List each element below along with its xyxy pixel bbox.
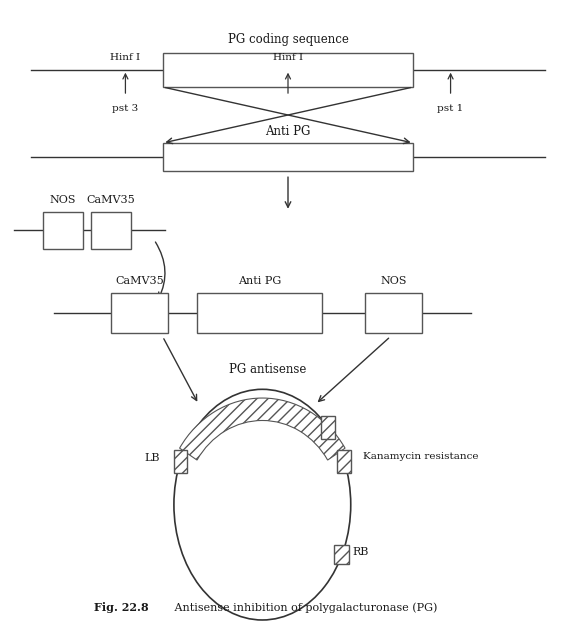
Text: Antisense inhibition of polygalacturonase (PG): Antisense inhibition of polygalacturonas…	[171, 602, 437, 613]
Bar	[111, 292, 168, 333]
Text: Hinf I: Hinf I	[273, 53, 303, 62]
Text: Anti PG: Anti PG	[266, 125, 310, 138]
Text: CaMV35: CaMV35	[115, 276, 164, 286]
Bar	[91, 211, 131, 249]
Text: LB: LB	[145, 454, 160, 464]
Text: CaMV35: CaMV35	[87, 196, 135, 206]
Text: pst 1: pst 1	[437, 104, 464, 113]
Bar	[335, 545, 349, 564]
Bar	[338, 450, 351, 473]
Text: Fig. 22.8: Fig. 22.8	[94, 601, 149, 613]
Text: PG antisense: PG antisense	[229, 362, 307, 376]
Text: Anti PG: Anti PG	[238, 276, 281, 286]
Text: RB: RB	[353, 547, 369, 557]
Bar	[365, 292, 422, 333]
Text: PG coding sequence: PG coding sequence	[228, 33, 348, 47]
Bar	[162, 53, 414, 87]
Wedge shape	[180, 398, 345, 460]
Bar	[43, 211, 82, 249]
Bar	[173, 450, 187, 473]
Text: pst 3: pst 3	[112, 104, 139, 113]
Text: Kanamycin resistance: Kanamycin resistance	[363, 452, 479, 460]
Text: Hinf I: Hinf I	[111, 53, 141, 62]
Bar	[162, 143, 414, 171]
Text: NOS: NOS	[380, 276, 407, 286]
Bar	[321, 416, 335, 439]
Bar	[197, 292, 322, 333]
Text: NOS: NOS	[50, 196, 76, 206]
